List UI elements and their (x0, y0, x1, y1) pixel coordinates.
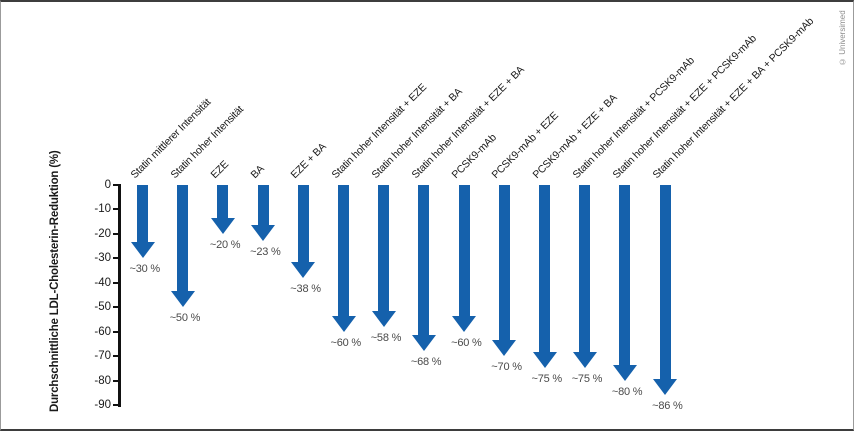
y-tick-mark (112, 306, 119, 309)
y-tick-mark (112, 208, 119, 211)
reduction-arrow-head (532, 352, 557, 369)
reduction-arrow-shaft (378, 185, 390, 312)
reduction-arrow-shaft (619, 185, 631, 366)
reduction-arrow-shaft (297, 185, 309, 263)
y-tick-label: -70 (94, 350, 111, 363)
y-tick-label: -10 (94, 203, 111, 216)
value-label: ~60 % (330, 336, 362, 349)
y-tick-label: -40 (94, 276, 111, 289)
value-label: ~20 % (209, 238, 241, 251)
value-label: ~23 % (250, 246, 281, 259)
value-label: ~68 % (410, 356, 442, 369)
reduction-arrow-head (331, 315, 356, 332)
value-label: ~70 % (491, 361, 522, 374)
reduction-arrow-shaft (539, 185, 550, 354)
reduction-arrow-head (492, 340, 517, 357)
reduction-arrow-head (452, 315, 477, 332)
value-label: ~60 % (451, 336, 482, 349)
value-label: ~30 % (129, 263, 161, 276)
reduction-arrow-head (130, 242, 155, 259)
reduction-arrow-shaft (418, 185, 430, 337)
y-tick-mark (112, 355, 119, 358)
category-label: PCSK9-mAb + EZE (489, 109, 562, 181)
value-label: ~50 % (169, 312, 201, 325)
y-tick-mark (112, 281, 119, 284)
y-tick-mark (112, 184, 119, 186)
value-label: ~86 % (652, 400, 683, 413)
value-label: ~75 % (571, 373, 603, 386)
y-tick-mark (112, 330, 119, 333)
y-tick-label: -80 (94, 374, 111, 387)
y-tick-label: -90 (94, 399, 111, 411)
value-label: ~38 % (290, 282, 321, 295)
value-label: ~75 % (531, 373, 563, 386)
value-label: ~58 % (370, 331, 402, 344)
y-tick-label: -20 (94, 227, 111, 240)
reduction-arrow-head (572, 352, 597, 369)
category-label: EZE + BA (288, 140, 329, 181)
y-tick-mark (112, 257, 119, 260)
y-tick-label: 0 (104, 179, 111, 191)
y-axis-title: Durchschnittliche LDL-Cholesterin-Redukt… (49, 150, 61, 413)
reduction-arrow-head (291, 261, 316, 278)
category-label: Statin mittlerer Intensität (128, 96, 213, 181)
reduction-arrow-shaft (217, 185, 229, 219)
reduction-arrow-shaft (579, 185, 591, 354)
reduction-arrow-head (371, 310, 396, 327)
category-label: Statin hoher Intensität + EZE + BA + PCS… (650, 15, 817, 181)
category-label: EZE (208, 158, 231, 181)
reduction-arrow-head (170, 291, 195, 308)
y-tick-label: -50 (94, 301, 111, 314)
reduction-arrow-shaft (137, 185, 148, 244)
reduction-arrow-head (411, 335, 436, 352)
category-label: Statin hoher Intensität + EZE + PCSK9-mA… (610, 32, 759, 182)
reduction-arrow-head (612, 364, 637, 381)
reduction-arrow-shaft (338, 185, 349, 317)
copyright-label: © Universimed (838, 10, 847, 66)
reduction-arrow-shaft (659, 185, 671, 381)
reduction-arrow-head (653, 379, 678, 396)
y-tick-mark (112, 379, 119, 382)
value-label: ~80 % (611, 385, 643, 398)
y-tick-label: -30 (94, 252, 111, 265)
reduction-arrow-head (251, 225, 276, 242)
y-axis-line (118, 184, 121, 407)
reduction-arrow-shaft (498, 185, 510, 342)
y-tick-mark (112, 232, 119, 235)
reduction-arrow-shaft (458, 185, 470, 317)
reduction-arrow-shaft (257, 185, 269, 227)
category-label: Statin hoher Intensität (168, 103, 246, 181)
category-label: BA (248, 162, 267, 181)
y-tick-label: -60 (94, 325, 111, 338)
reduction-arrow-head (210, 217, 235, 234)
reduction-arrow-shaft (177, 185, 189, 293)
y-tick-mark (112, 404, 119, 406)
